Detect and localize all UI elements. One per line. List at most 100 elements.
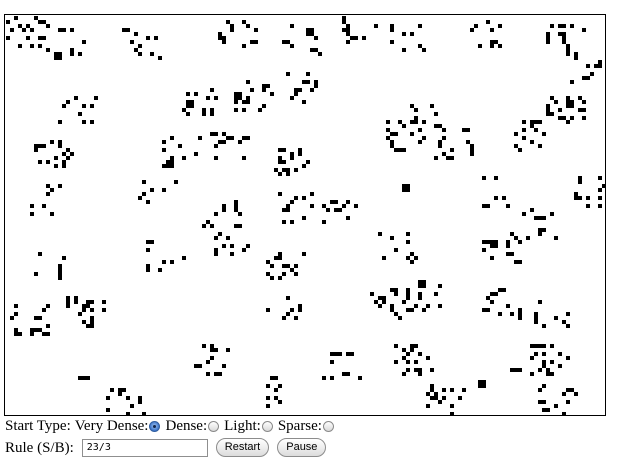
restart-button[interactable]: Restart xyxy=(215,438,270,457)
live-cell xyxy=(238,96,242,100)
live-cell xyxy=(218,32,222,36)
live-cell xyxy=(586,196,590,200)
live-cell xyxy=(534,312,538,316)
live-cell xyxy=(418,292,422,296)
live-cell xyxy=(6,36,10,40)
live-cell xyxy=(346,352,350,356)
live-cell xyxy=(562,32,566,36)
live-cell xyxy=(286,168,290,172)
live-cell xyxy=(34,328,38,332)
live-cell xyxy=(566,388,570,392)
live-cell xyxy=(138,396,142,400)
live-cell xyxy=(38,20,42,24)
live-cell xyxy=(258,108,262,112)
live-cell xyxy=(582,76,586,80)
live-cell xyxy=(246,244,250,248)
live-cell xyxy=(158,56,162,60)
live-cell xyxy=(538,344,542,348)
live-cell xyxy=(418,296,422,300)
live-cell xyxy=(86,376,90,380)
live-cell xyxy=(482,204,486,208)
live-cell xyxy=(38,36,42,40)
live-cell xyxy=(86,304,90,308)
live-cell xyxy=(94,96,98,100)
live-cell xyxy=(374,24,378,28)
live-cell xyxy=(126,412,130,415)
live-cell xyxy=(390,304,394,308)
start-type-row: Start Type: Very Dense: Dense: Light: Sp… xyxy=(5,417,336,435)
live-cell xyxy=(394,292,398,296)
live-cell xyxy=(530,208,534,212)
live-cell xyxy=(550,112,554,116)
live-cell xyxy=(546,372,550,376)
live-cell xyxy=(214,348,218,352)
live-cell xyxy=(118,388,122,392)
live-cell xyxy=(350,36,354,40)
live-cell xyxy=(66,296,70,300)
pause-button[interactable]: Pause xyxy=(277,438,327,457)
live-cell xyxy=(62,152,66,156)
live-cell xyxy=(74,296,78,300)
dense-radio[interactable] xyxy=(208,420,220,432)
live-cell xyxy=(518,316,522,320)
very-dense-radio[interactable] xyxy=(149,420,161,432)
live-cell xyxy=(406,184,410,188)
live-cell xyxy=(226,348,230,352)
live-cell xyxy=(550,372,554,376)
live-cell xyxy=(310,204,314,208)
live-cell xyxy=(10,28,14,32)
live-cell xyxy=(578,176,582,180)
live-cell xyxy=(286,296,290,300)
live-cell xyxy=(342,28,346,32)
live-cell xyxy=(562,392,566,396)
live-cell xyxy=(170,164,174,168)
live-cell xyxy=(278,400,282,404)
live-cell xyxy=(266,308,270,312)
live-cell xyxy=(358,376,362,380)
live-cell xyxy=(374,300,378,304)
live-cell xyxy=(66,156,70,160)
live-cell xyxy=(486,20,490,24)
live-cell xyxy=(198,136,202,140)
sparse-radio[interactable] xyxy=(322,420,334,432)
live-cell xyxy=(42,144,46,148)
live-cell xyxy=(178,144,182,148)
live-cell xyxy=(234,204,238,208)
live-cell xyxy=(50,188,54,192)
live-cell xyxy=(418,24,422,28)
live-cell xyxy=(434,112,438,116)
live-cell xyxy=(270,264,274,268)
light-radio[interactable] xyxy=(261,420,273,432)
live-cell xyxy=(542,324,546,328)
live-cell xyxy=(402,372,406,376)
live-cell xyxy=(390,236,394,240)
live-cell xyxy=(574,56,578,60)
live-cell xyxy=(290,152,294,156)
live-cell xyxy=(434,156,438,160)
live-cell xyxy=(306,160,310,164)
rule-input[interactable] xyxy=(81,438,208,457)
live-cell xyxy=(278,148,282,152)
live-cell xyxy=(194,152,198,156)
live-cell xyxy=(430,104,434,108)
live-cell xyxy=(282,148,286,152)
live-cell xyxy=(302,164,306,168)
live-cell xyxy=(418,280,422,284)
live-cell xyxy=(150,188,154,192)
live-cell xyxy=(538,144,542,148)
live-cell xyxy=(222,204,226,208)
live-cell xyxy=(546,104,550,108)
live-cell xyxy=(70,152,74,156)
live-cell xyxy=(450,156,454,160)
live-cell xyxy=(210,132,214,136)
live-cell xyxy=(70,48,74,52)
live-cell xyxy=(382,296,386,300)
live-cell xyxy=(514,368,518,372)
live-cell xyxy=(46,192,50,196)
live-cell xyxy=(206,360,210,364)
live-cell xyxy=(426,404,430,408)
live-cell xyxy=(46,24,50,28)
live-cell xyxy=(550,24,554,28)
live-cell xyxy=(290,200,294,204)
live-cell xyxy=(418,368,422,372)
